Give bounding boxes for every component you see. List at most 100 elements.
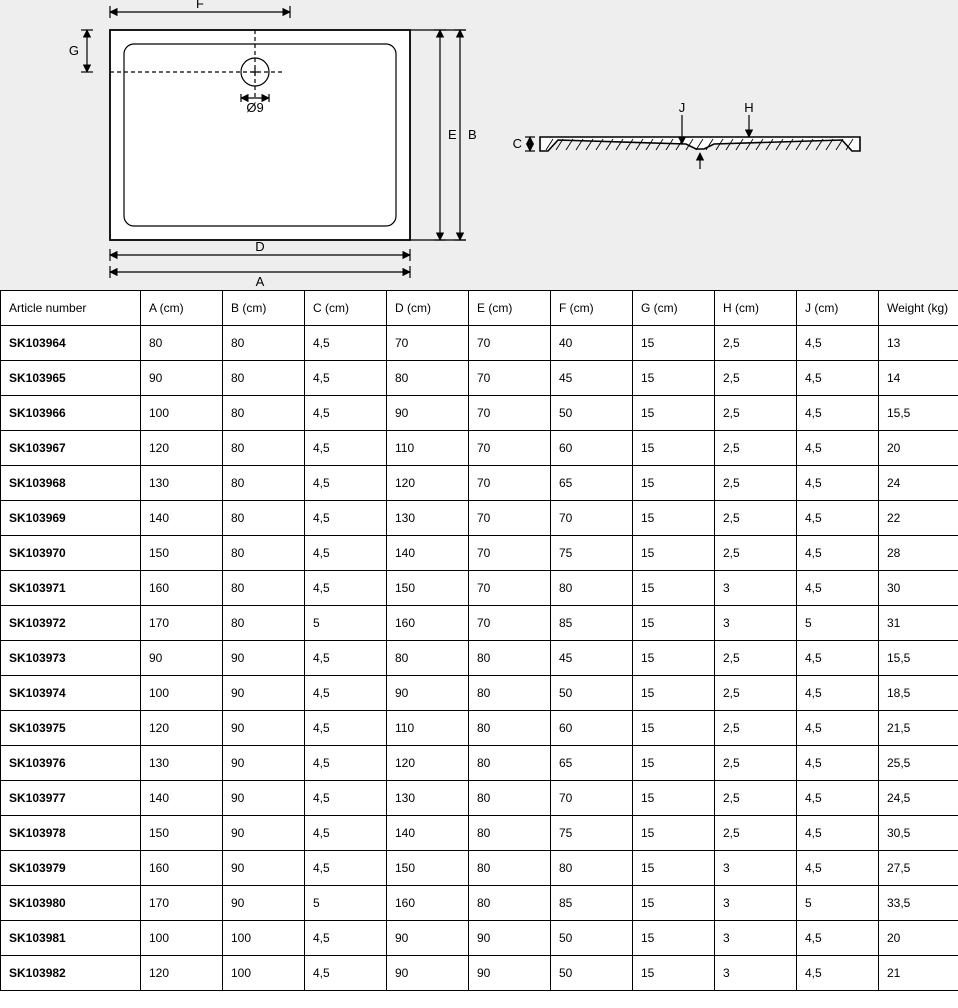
- cell-article: SK103969: [1, 501, 141, 536]
- cell-value: 80: [223, 501, 305, 536]
- cell-value: 100: [141, 676, 223, 711]
- cell-value: 120: [141, 711, 223, 746]
- cell-value: 4,5: [797, 536, 879, 571]
- col-Fcm: F (cm): [551, 291, 633, 326]
- cell-article: SK103968: [1, 466, 141, 501]
- cell-value: 15: [633, 396, 715, 431]
- technical-diagram: FGØ9DAEBCJH: [0, 0, 958, 290]
- cell-value: 50: [551, 956, 633, 991]
- cell-value: 2,5: [715, 326, 797, 361]
- cell-value: 160: [141, 851, 223, 886]
- cell-value: 2,5: [715, 501, 797, 536]
- cell-value: 70: [551, 781, 633, 816]
- cell-value: 170: [141, 606, 223, 641]
- cell-value: 15: [633, 816, 715, 851]
- cell-value: 31: [879, 606, 958, 641]
- svg-text:B: B: [468, 127, 477, 142]
- cell-value: 80: [223, 361, 305, 396]
- cell-value: 160: [387, 606, 469, 641]
- cell-value: 4,5: [305, 851, 387, 886]
- cell-value: 80: [223, 396, 305, 431]
- cell-value: 140: [141, 781, 223, 816]
- table-row: SK103971160804,515070801534,530: [1, 571, 958, 606]
- col-Bcm: B (cm): [223, 291, 305, 326]
- cell-value: 80: [141, 326, 223, 361]
- cell-value: 33,5: [879, 886, 958, 921]
- col-Acm: A (cm): [141, 291, 223, 326]
- cell-value: 15: [633, 431, 715, 466]
- cell-value: 4,5: [305, 571, 387, 606]
- cell-value: 4,5: [305, 921, 387, 956]
- cell-value: 3: [715, 921, 797, 956]
- cell-value: 120: [387, 746, 469, 781]
- cell-value: 15: [633, 466, 715, 501]
- cell-article: SK103976: [1, 746, 141, 781]
- cell-value: 5: [305, 606, 387, 641]
- table-body: SK10396480804,5707040152,54,513SK1039659…: [1, 326, 958, 991]
- cell-value: 90: [387, 676, 469, 711]
- cell-value: 80: [223, 571, 305, 606]
- cell-value: 80: [387, 641, 469, 676]
- cell-value: 120: [141, 956, 223, 991]
- cell-value: 80: [469, 816, 551, 851]
- table-row: SK103966100804,5907050152,54,515,5: [1, 396, 958, 431]
- cell-value: 80: [551, 571, 633, 606]
- cell-value: 70: [469, 431, 551, 466]
- dimensions-table: Article numberA (cm)B (cm)C (cm)D (cm)E …: [0, 290, 958, 991]
- cell-value: 15: [633, 571, 715, 606]
- col-Gcm: G (cm): [633, 291, 715, 326]
- col-Ccm: C (cm): [305, 291, 387, 326]
- cell-value: 4,5: [797, 921, 879, 956]
- table-row: SK1039721708051607085153531: [1, 606, 958, 641]
- cell-value: 80: [469, 886, 551, 921]
- svg-text:Ø9: Ø9: [246, 100, 263, 115]
- cell-value: 3: [715, 886, 797, 921]
- cell-value: 70: [469, 326, 551, 361]
- col-Hcm: H (cm): [715, 291, 797, 326]
- cell-value: 65: [551, 746, 633, 781]
- cell-value: 130: [387, 501, 469, 536]
- cell-value: 140: [141, 501, 223, 536]
- cell-value: 2,5: [715, 711, 797, 746]
- cell-value: 90: [223, 781, 305, 816]
- col-Jcm: J (cm): [797, 291, 879, 326]
- cell-article: SK103982: [1, 956, 141, 991]
- cell-value: 25,5: [879, 746, 958, 781]
- cell-value: 50: [551, 676, 633, 711]
- cell-value: 80: [469, 851, 551, 886]
- cell-value: 4,5: [305, 466, 387, 501]
- cell-value: 15: [633, 676, 715, 711]
- svg-text:C: C: [513, 136, 522, 151]
- svg-text:G: G: [69, 43, 79, 58]
- svg-text:J: J: [679, 100, 686, 115]
- cell-value: 24: [879, 466, 958, 501]
- cell-value: 70: [469, 466, 551, 501]
- table-row: SK10396590804,5807045152,54,514: [1, 361, 958, 396]
- cell-value: 5: [797, 606, 879, 641]
- table-row: SK103974100904,5908050152,54,518,5: [1, 676, 958, 711]
- cell-value: 3: [715, 606, 797, 641]
- cell-value: 80: [387, 361, 469, 396]
- cell-value: 15: [633, 851, 715, 886]
- cell-value: 4,5: [797, 396, 879, 431]
- cell-value: 70: [469, 536, 551, 571]
- cell-value: 70: [469, 501, 551, 536]
- cell-value: 150: [141, 816, 223, 851]
- cell-value: 90: [141, 641, 223, 676]
- cell-value: 45: [551, 361, 633, 396]
- cell-value: 22: [879, 501, 958, 536]
- cell-value: 15,5: [879, 641, 958, 676]
- cell-value: 15: [633, 711, 715, 746]
- cell-article: SK103978: [1, 816, 141, 851]
- cell-value: 50: [551, 921, 633, 956]
- cell-value: 13: [879, 326, 958, 361]
- cell-value: 75: [551, 536, 633, 571]
- cell-value: 4,5: [797, 746, 879, 781]
- table-row: SK103969140804,51307070152,54,522: [1, 501, 958, 536]
- cell-value: 20: [879, 431, 958, 466]
- cell-value: 15: [633, 361, 715, 396]
- cell-value: 4,5: [305, 536, 387, 571]
- cell-value: 4,5: [797, 466, 879, 501]
- cell-value: 4,5: [305, 816, 387, 851]
- cell-value: 90: [223, 746, 305, 781]
